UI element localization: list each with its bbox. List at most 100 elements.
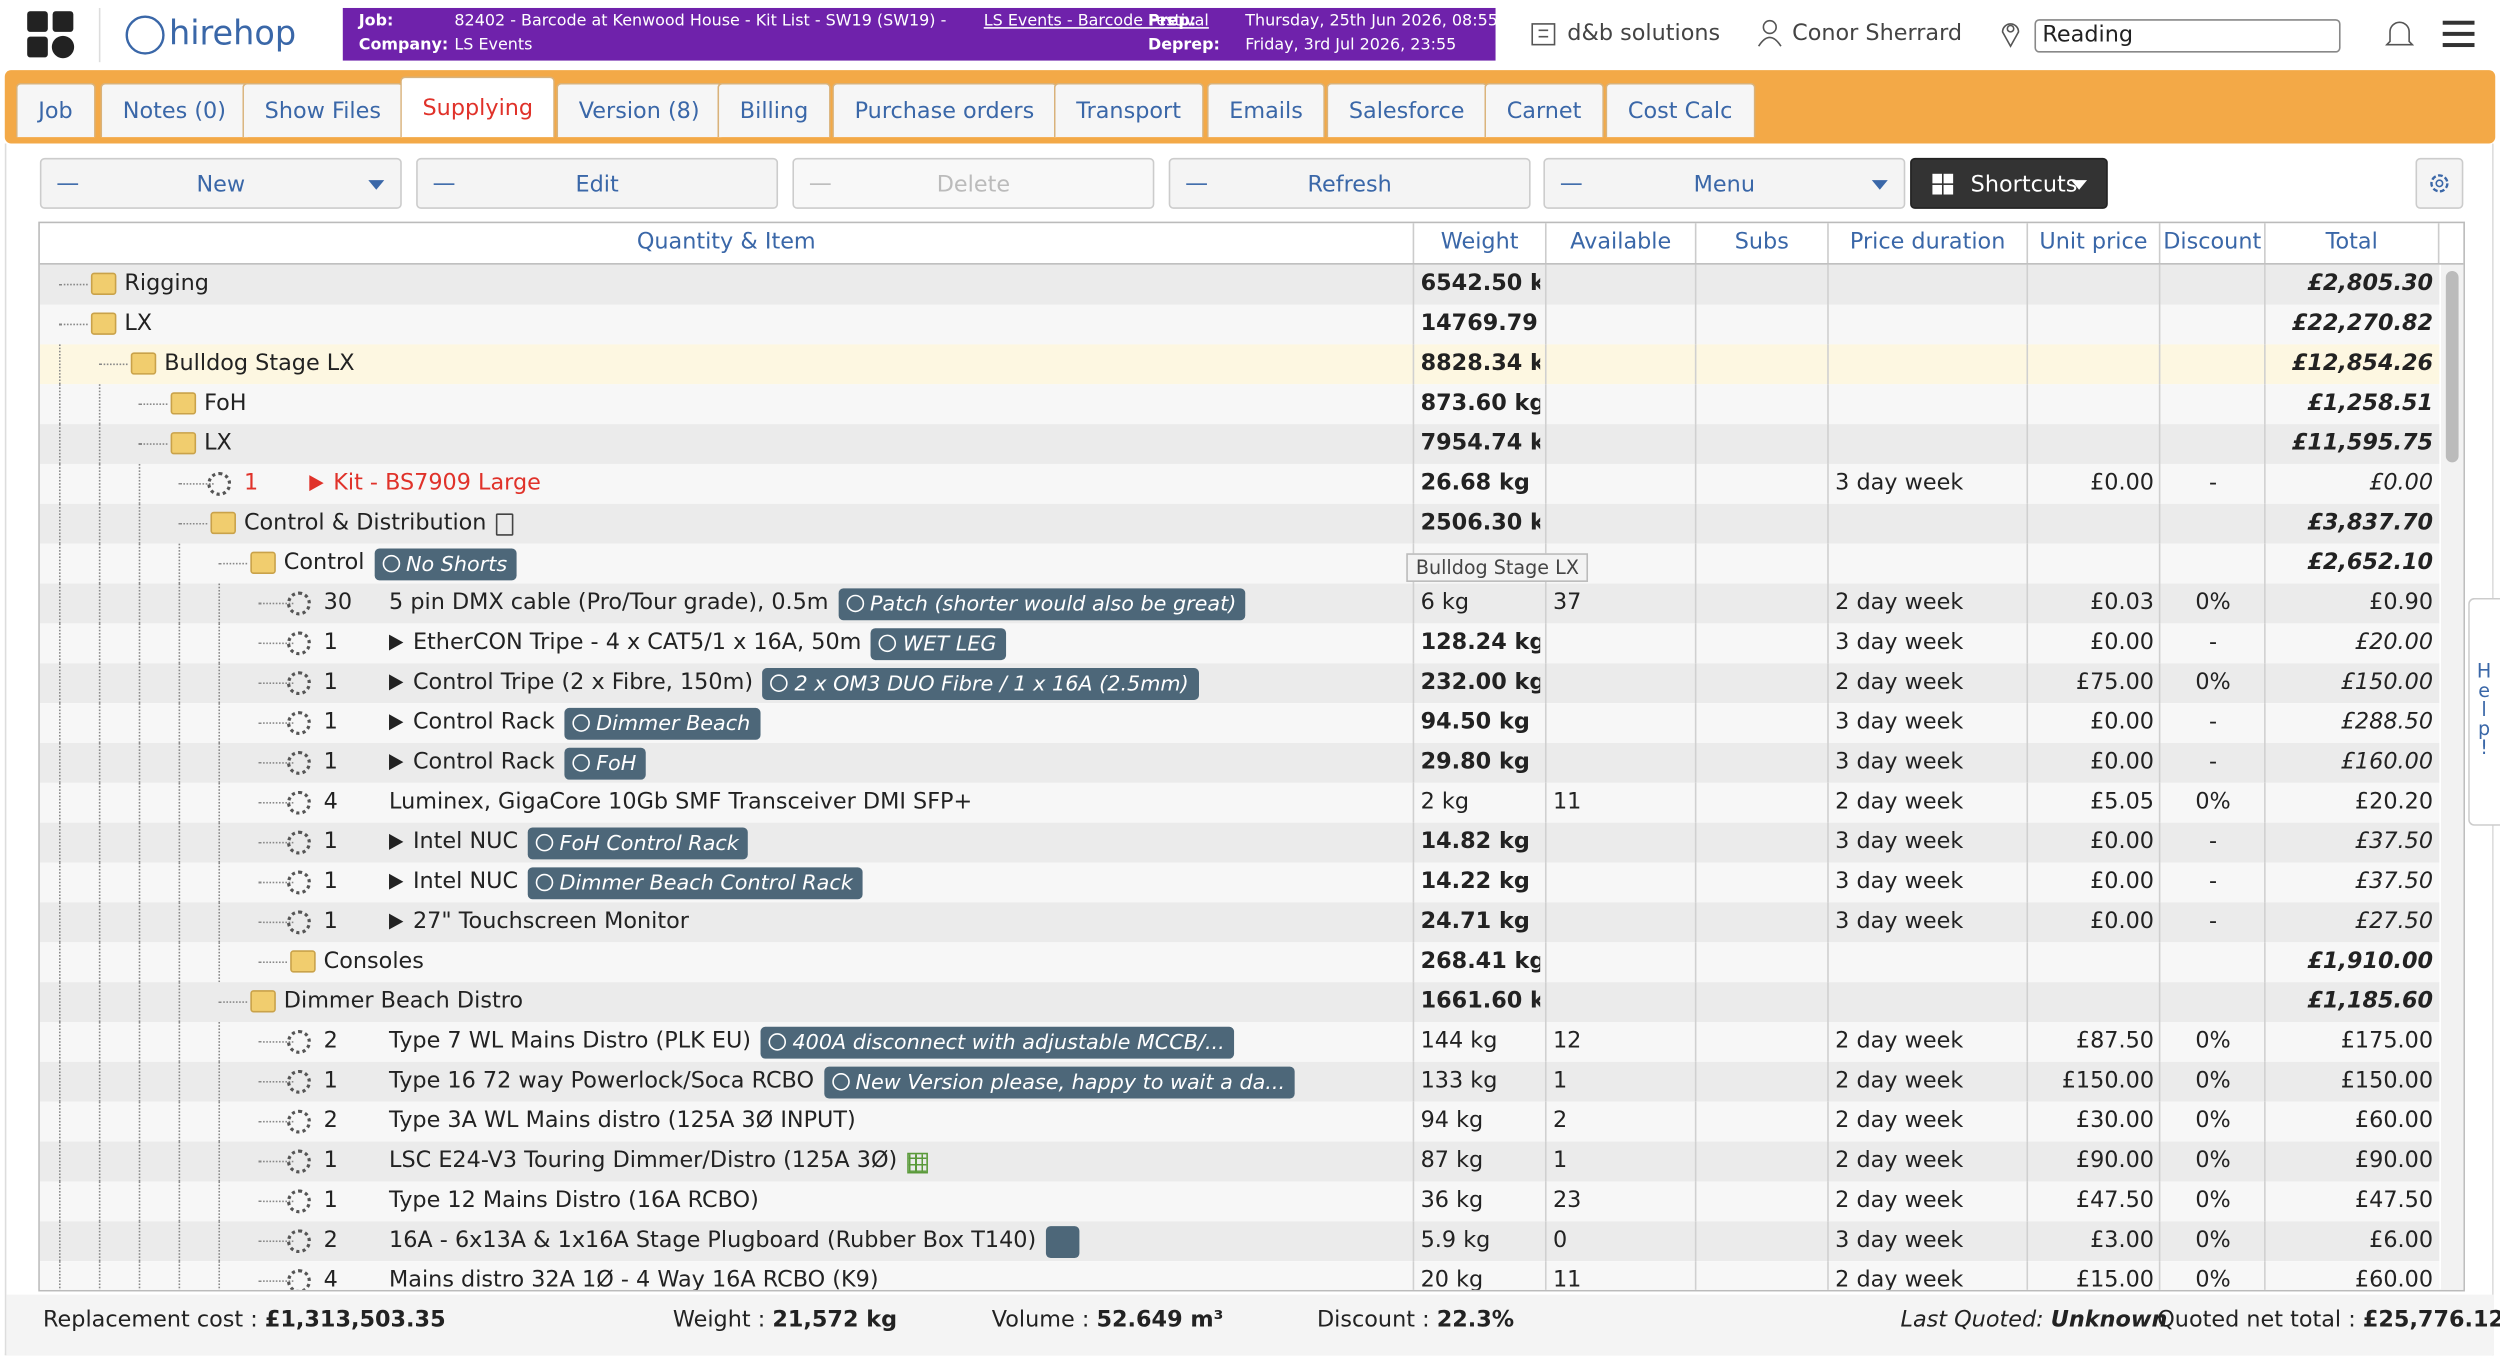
note-badge[interactable]: WET LEG (870, 628, 1006, 661)
item-name[interactable]: Control Rack (412, 749, 555, 775)
item-name[interactable]: Intel NUC (412, 868, 519, 895)
logo[interactable]: hirehop (169, 14, 297, 53)
tab[interactable]: Show Files (242, 82, 404, 138)
grid-row[interactable]: Control No Shorts £2,652.10 (39, 543, 2440, 584)
item-name[interactable]: 5 pin DMX cable (Pro/Tour grade), 0.5m (389, 589, 829, 616)
item-name[interactable]: Control Tripe (2 x Fibre, 150m) (412, 669, 754, 696)
item-name[interactable]: Type 12 Mains Distro (16A RCBO) (389, 1187, 759, 1214)
column-header[interactable]: Quantity & Item (40, 223, 1415, 264)
depot-select[interactable]: Reading (2034, 19, 2341, 53)
column-header[interactable]: Total (2266, 223, 2440, 264)
item-name[interactable]: Control Rack (412, 709, 555, 736)
job-link[interactable]: LS Events - Barcode Festival (983, 12, 1209, 31)
item-name[interactable]: Control & Distribution (243, 510, 487, 536)
grid-row[interactable]: LX 7954.74 kg £11,595.75 (39, 424, 2440, 464)
item-name[interactable]: Type 16 72 way Powerlock/Soca RCBO (389, 1068, 815, 1094)
column-header[interactable]: Subs (1696, 223, 1829, 264)
item-name[interactable]: Dimmer Beach Distro (283, 988, 524, 1015)
bell-icon[interactable] (2385, 18, 2414, 50)
grid-row[interactable]: 1 Type 16 72 way Powerlock/Soca RCBO New V… (39, 1061, 2440, 1102)
tab[interactable]: Transport (1053, 82, 1204, 138)
item-name[interactable]: FoH (204, 390, 247, 417)
tab[interactable]: Notes (0) (100, 82, 249, 138)
note-badge[interactable]: New Version please, happy to wait a da..… (823, 1066, 1295, 1099)
grid-row[interactable]: Dimmer Beach Distro 1661.60 kg £1,185.60 (39, 982, 2440, 1023)
grid-row[interactable]: Control & Distribution 2506.30 kg £3,837.7… (39, 503, 2440, 544)
grid-row[interactable]: 4 Luminex, GigaCore 10Gb SMF Transceiver … (39, 782, 2440, 823)
tab[interactable]: Purchase orders (832, 82, 1057, 138)
toolbar-button[interactable]: Edit (416, 157, 779, 209)
note-badge[interactable]: Patch (shorter would also be great) (838, 588, 1246, 621)
item-name[interactable]: Bulldog Stage LX (164, 350, 355, 377)
note-badge[interactable]: FoH Control Rack (527, 827, 749, 860)
column-header[interactable]: Discount (2160, 223, 2266, 264)
grid-row[interactable]: 1 EtherCON Tripe - 4 x CAT5/1 x 16A, 50m W… (39, 623, 2440, 664)
toolbar-button[interactable]: New (39, 157, 402, 209)
tab[interactable]: Salesforce (1326, 82, 1487, 138)
tab[interactable]: Emails (1206, 82, 1326, 138)
item-name[interactable]: Type 3A WL Mains distro (125A 3Ø INPUT) (389, 1108, 856, 1134)
scrollbar[interactable] (2441, 264, 2464, 1290)
user[interactable]: Conor Sherrard (1792, 20, 1963, 47)
toolbar-button[interactable]: Refresh (1168, 157, 1531, 209)
item-name[interactable]: Intel NUC (412, 829, 519, 855)
tab[interactable]: Supplying (400, 76, 556, 138)
item-name[interactable]: Rigging (124, 271, 209, 297)
item-name[interactable]: Luminex, GigaCore 10Gb SMF Transceiver D… (389, 789, 973, 815)
grid-row[interactable]: Bulldog Stage LX 8828.34 kg £12,854.26 (39, 344, 2440, 385)
item-name[interactable]: Mains distro 32A 1Ø - 4 Way 16A RCBO (K9… (389, 1267, 879, 1290)
grid-row[interactable]: 1 27" Touchscreen Monitor 24.71 kg 3 day we… (39, 902, 2440, 943)
grid-row[interactable]: 1 Control Rack FoH 29.80 kg 3 day week £0.00 -… (39, 742, 2440, 783)
column-header[interactable]: Unit price (2028, 223, 2161, 264)
job-box[interactable]: Job: 82402 - Barcode at Kenwood House - … (342, 7, 1498, 61)
settings-button[interactable] (2415, 157, 2464, 209)
grid-row[interactable]: 1 Type 12 Mains Distro (16A RCBO) 36 kg 23 2… (39, 1181, 2440, 1222)
note-badge[interactable]: Dimmer Beach Control Rack (527, 867, 863, 900)
grid-row[interactable]: 2 Type 3A WL Mains distro (125A 3Ø INPUT)… (39, 1101, 2440, 1142)
item-name[interactable]: LX (124, 310, 153, 337)
grid-row[interactable]: 1 Control Tripe (2 x Fibre, 150m) 2 x OM3 … (39, 663, 2440, 704)
note-badge[interactable]: No Shorts (374, 548, 517, 581)
note-badge[interactable]: Dimmer Beach (564, 707, 760, 740)
grid-row[interactable]: 1 Intel NUC Dimmer Beach Control Rack 14.22… (39, 862, 2440, 903)
label: Company: (358, 36, 449, 55)
grid-row[interactable]: 4 Mains distro 32A 1Ø - 4 Way 16A RCBO (K… (39, 1261, 2440, 1290)
column-header[interactable]: Available (1547, 223, 1697, 264)
grid-row[interactable]: 1 Kit - BS7909 Large 26.68 kg 3 day week £0.… (39, 463, 2440, 504)
tab[interactable]: Version (8) (556, 82, 722, 138)
item-name[interactable]: 27" Touchscreen Monitor (412, 908, 689, 935)
grid-row[interactable]: 1 LSC E24-V3 Touring Dimmer/Distro (125A … (39, 1141, 2440, 1182)
value: £1,313,503.35 (264, 1307, 446, 1333)
item-name[interactable]: Consoles (323, 948, 424, 975)
item-name[interactable]: LX (204, 430, 232, 456)
grid-row[interactable]: 2 16A - 6x13A & 1x16A Stage Plugboard (Ru… (39, 1221, 2440, 1262)
grid-row[interactable]: FoH 873.60 kg £1,258.51 (39, 384, 2440, 425)
help-tab[interactable]: Help! (2468, 597, 2500, 826)
column-header[interactable]: Price duration (1829, 223, 2029, 264)
hamburger[interactable] (2442, 19, 2475, 48)
grid-row[interactable]: 1 Intel NUC FoH Control Rack 14.82 kg 3 day … (39, 822, 2440, 863)
note-badge[interactable]: 2 x OM3 DUO Fibre / 1 x 16A (2.5mm) (762, 668, 1199, 700)
item-name[interactable]: LSC E24-V3 Touring Dimmer/Distro (125A 3… (389, 1147, 898, 1174)
grid-row[interactable]: 2 Type 7 WL Mains Distro (PLK EU) 400A dis… (39, 1022, 2440, 1062)
tab[interactable]: Cost Calc (1605, 82, 1755, 138)
tab[interactable]: Job (15, 82, 96, 138)
grid-row[interactable]: 30 5 pin DMX cable (Pro/Tour grade), 0.5m… (39, 583, 2440, 624)
note-badge[interactable]: 400A disconnect with adjustable MCCB/... (760, 1026, 1235, 1059)
grid-row[interactable]: Consoles 268.41 kg £1,910.00 (39, 942, 2440, 983)
note-badge[interactable]: FoH (564, 747, 646, 780)
item-name[interactable]: Control (283, 550, 365, 576)
item-name[interactable]: Type 7 WL Mains Distro (PLK EU) (389, 1028, 752, 1054)
toolbar-button[interactable]: Shortcuts (1910, 157, 2108, 209)
item-name[interactable]: EtherCON Tripe - 4 x CAT5/1 x 16A, 50m (412, 629, 862, 656)
tab[interactable]: Carnet (1484, 82, 1604, 138)
column-header[interactable]: Weight (1414, 223, 1547, 264)
item-name[interactable]: Kit - BS7909 Large (333, 470, 541, 496)
grid-row[interactable]: 1 Control Rack Dimmer Beach 94.50 kg 3 day w… (39, 703, 2440, 743)
item-name[interactable]: 16A - 6x13A & 1x16A Stage Plugboard (Rub… (389, 1227, 1037, 1254)
toolbar-button[interactable]: Menu (1543, 157, 1906, 209)
tab[interactable]: Billing (717, 82, 831, 138)
org[interactable]: d&b solutions (1567, 20, 1721, 47)
grid-row[interactable]: LX 14769.79 kg £22,270.82 (39, 304, 2440, 345)
grid-row[interactable]: Rigging 6542.50 kg £2,805.30 (39, 264, 2440, 305)
